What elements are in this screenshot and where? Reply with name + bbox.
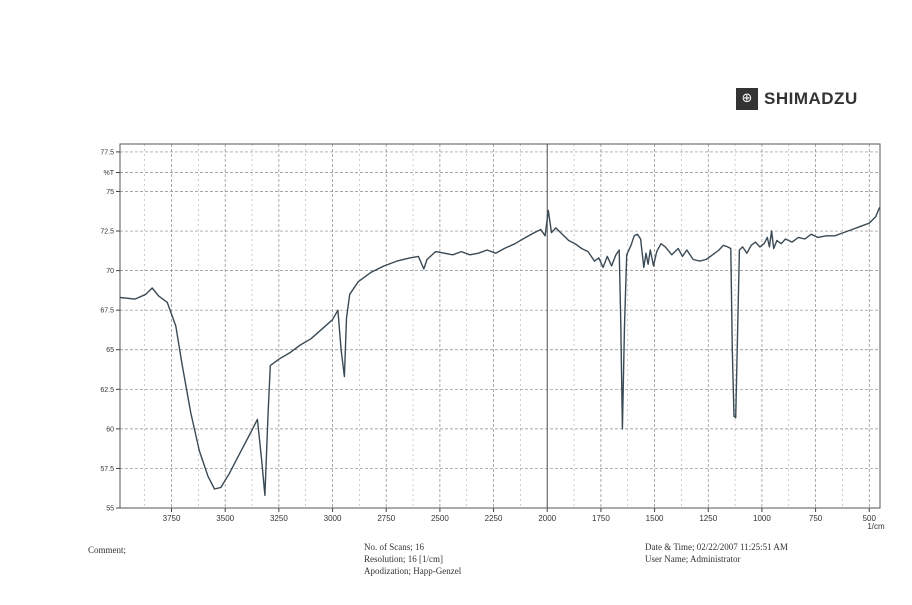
y-tick-label-4: 70	[106, 268, 114, 275]
apodization-text: Apodization; Happ-Genzel	[364, 566, 462, 576]
scans-text: No. of Scans; 16	[364, 542, 424, 552]
x-tick-label-7: 2000	[538, 514, 556, 523]
x-axis-unit-label: 1/cm	[867, 522, 885, 531]
x-tick-label-6: 2250	[485, 514, 503, 523]
x-tick-label-5: 2500	[431, 514, 449, 523]
x-tick-label-10: 1250	[699, 514, 717, 523]
x-tick-label-0: 3750	[163, 514, 181, 523]
x-tick-label-8: 1750	[592, 514, 610, 523]
x-tick-label-1: 3500	[216, 514, 234, 523]
spectrum-line-0	[119, 206, 881, 496]
y-tick-label-7: 62.5	[100, 387, 114, 394]
x-tick-label-13: 500	[863, 514, 877, 523]
comment-block: Comment;	[88, 544, 126, 556]
chart-grid	[120, 144, 880, 509]
y-tick-label-6: 65	[106, 347, 114, 354]
x-tick-label-4: 2750	[377, 514, 395, 523]
x-tick-label-3: 3000	[324, 514, 342, 523]
run-info: Date & Time; 02/22/2007 11:25:51 AM User…	[645, 541, 788, 565]
y-axis-ticks: 77.5 %T 75 72.5 70 67.5 65 62.5 60 57.5 55	[100, 149, 120, 513]
x-tick-label-11: 1000	[753, 514, 771, 523]
plot-frame	[119, 143, 881, 509]
y-tick-label-9: 57.5	[100, 466, 114, 473]
y-tick-label-0: 77.5	[100, 149, 114, 156]
user-text: User Name; Administrator	[645, 554, 741, 564]
scan-parameters: No. of Scans; 16 Resolution; 16 [1/cm] A…	[364, 541, 461, 577]
shimadzu-logo-icon: ⊕	[736, 88, 758, 110]
y-tick-label-5: 67.5	[100, 308, 114, 315]
resolution-text: Resolution; 16 [1/cm]	[364, 554, 443, 564]
x-tick-label-2: 3250	[270, 514, 288, 523]
y-tick-label-3: 72.5	[100, 229, 114, 236]
x-axis-ticks: 3750 3500 3250 3000 2750 2500 2250 2000 1750 1500…	[163, 508, 877, 523]
y-tick-label-2: 75	[106, 189, 114, 196]
spectrum-series	[119, 206, 881, 496]
y-tick-label-8: 60	[106, 426, 114, 433]
y-tick-label-10: 55	[106, 506, 114, 513]
shimadzu-logo: ⊕ SHIMADZU	[736, 88, 858, 110]
datetime-text: Date & Time; 02/22/2007 11:25:51 AM	[645, 542, 788, 552]
x-tick-label-12: 750	[809, 514, 823, 523]
comment-label: Comment;	[88, 545, 126, 555]
x-tick-label-9: 1500	[646, 514, 664, 523]
y-tick-label-1: %T	[104, 170, 115, 177]
logo-text: SHIMADZU	[764, 89, 858, 108]
